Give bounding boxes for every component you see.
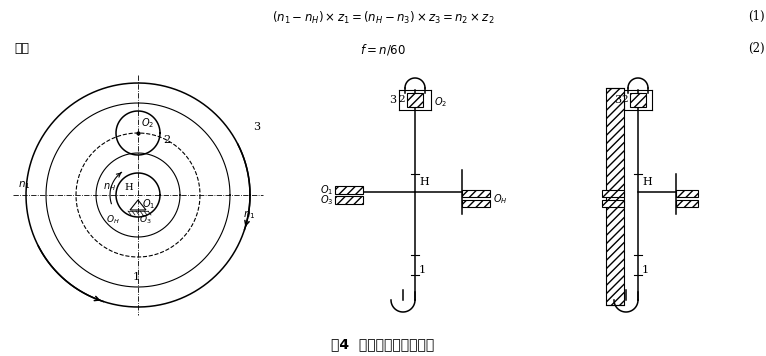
Text: 3: 3 <box>614 95 621 105</box>
Bar <box>335 196 363 204</box>
Text: H: H <box>124 183 133 192</box>
Text: $O_1$: $O_1$ <box>319 183 333 197</box>
Text: 1: 1 <box>419 265 426 275</box>
Text: $f = n/60$: $f = n/60$ <box>360 42 406 57</box>
Bar <box>676 200 698 207</box>
Bar <box>335 186 363 194</box>
Text: 又有: 又有 <box>14 42 29 55</box>
Bar <box>630 93 646 107</box>
Text: H: H <box>419 177 429 187</box>
Text: 1: 1 <box>642 265 649 275</box>
Text: 3: 3 <box>389 95 396 105</box>
Bar <box>676 200 698 207</box>
Text: $n_H$: $n_H$ <box>103 181 116 193</box>
Text: 2: 2 <box>621 95 628 105</box>
Text: $O_2$: $O_2$ <box>434 95 447 109</box>
Text: $O_H$: $O_H$ <box>493 192 508 206</box>
Text: $O_3$: $O_3$ <box>139 213 152 225</box>
Text: 图4  行星轮系传动比原理: 图4 行星轮系传动比原理 <box>332 337 434 351</box>
Text: 3: 3 <box>253 122 260 132</box>
Bar <box>462 200 490 207</box>
Text: $n_1$: $n_1$ <box>243 209 256 221</box>
Bar <box>407 93 423 107</box>
Bar <box>462 200 490 207</box>
Bar <box>676 190 698 197</box>
Bar <box>602 200 624 207</box>
Text: $O_3$: $O_3$ <box>319 193 333 207</box>
Bar <box>335 196 363 204</box>
Text: (1): (1) <box>748 10 764 23</box>
Bar <box>407 93 423 107</box>
Text: $O_H$: $O_H$ <box>106 213 120 225</box>
Bar <box>462 190 490 197</box>
Bar <box>606 88 624 305</box>
Text: $(n_1 - n_H) \times z_1 = (n_H - n_3) \times z_3 = n_2 \times z_2$: $(n_1 - n_H) \times z_1 = (n_H - n_3) \t… <box>272 10 494 26</box>
Bar <box>602 190 624 197</box>
Text: $O_1$: $O_1$ <box>142 197 155 211</box>
Text: $O_2$: $O_2$ <box>141 116 154 130</box>
Text: $n_1$: $n_1$ <box>18 179 31 191</box>
Bar <box>606 88 624 305</box>
Bar <box>462 190 490 197</box>
Text: H: H <box>642 177 652 187</box>
Text: 2: 2 <box>398 95 405 105</box>
Bar <box>676 190 698 197</box>
Bar <box>602 190 624 197</box>
Text: 2: 2 <box>163 135 170 145</box>
Bar <box>602 200 624 207</box>
Bar <box>335 186 363 194</box>
Text: 1: 1 <box>133 272 140 282</box>
Text: (2): (2) <box>748 42 764 55</box>
Bar <box>630 93 646 107</box>
